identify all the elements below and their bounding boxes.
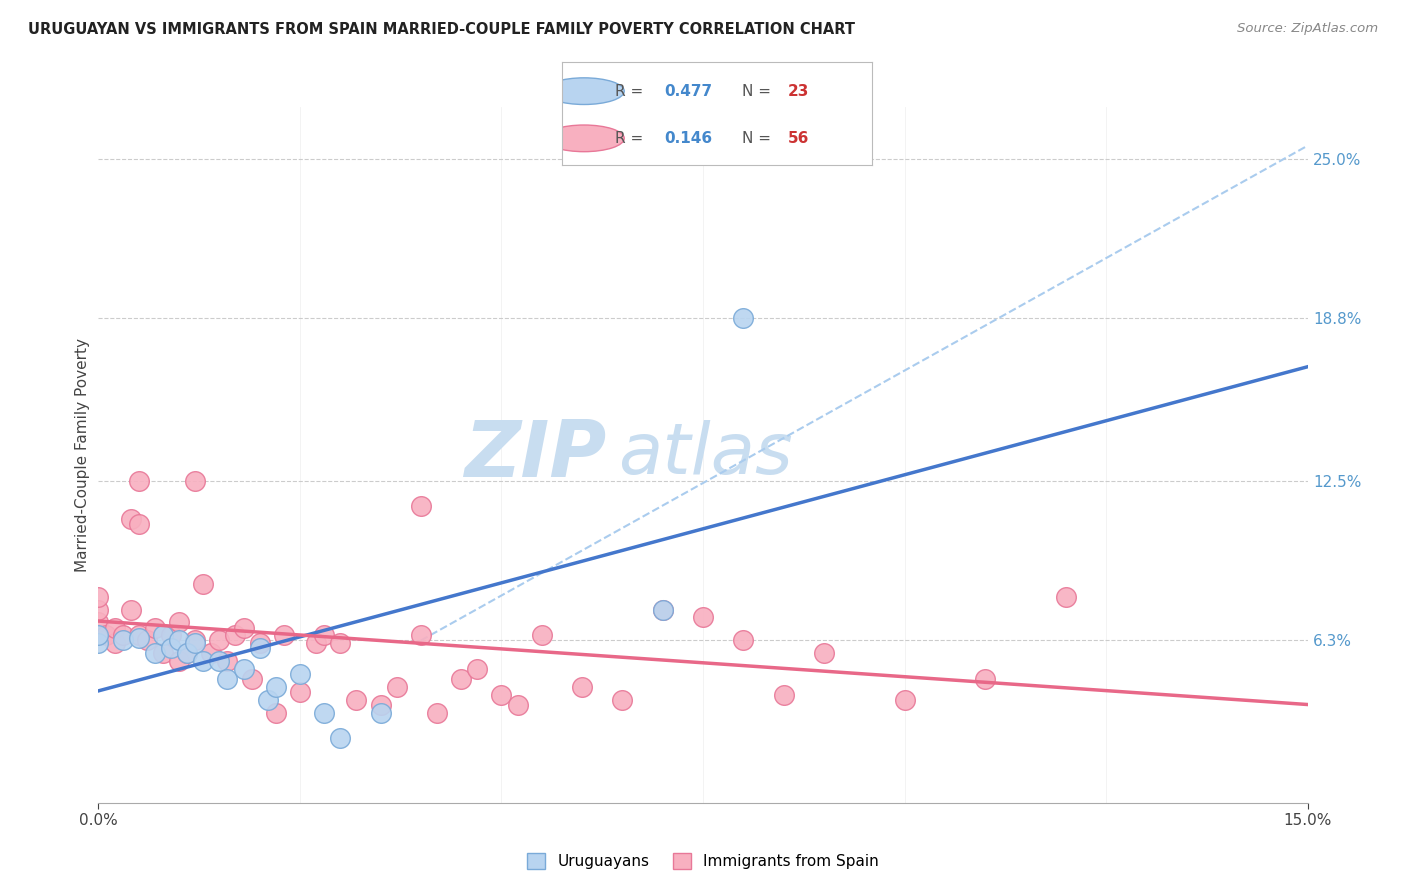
Point (217, 672, 239, 686)
Point (103, 621, 125, 635)
Point (120, 512, 142, 526)
Point (167, 654, 190, 668)
Point (87, 628, 110, 642)
Point (772, 688, 794, 702)
Point (733, 633, 755, 648)
Point (224, 628, 246, 642)
Point (465, 662, 488, 676)
Point (184, 474, 207, 488)
Point (813, 646, 835, 660)
Point (288, 667, 311, 681)
Point (87, 590, 110, 604)
Point (426, 706, 449, 720)
Point (217, 654, 239, 668)
Point (232, 662, 254, 676)
Point (167, 633, 190, 648)
Point (232, 621, 254, 635)
Point (160, 628, 183, 642)
Circle shape (544, 78, 624, 104)
Point (314, 706, 336, 720)
Point (288, 685, 311, 699)
Point (184, 633, 207, 648)
Text: ZIP: ZIP (464, 417, 606, 493)
Point (135, 633, 157, 648)
Text: 0.146: 0.146 (665, 131, 713, 146)
Point (152, 646, 174, 660)
Point (193, 576, 215, 591)
Point (128, 517, 150, 532)
Point (176, 646, 198, 660)
Text: R =: R = (614, 84, 648, 99)
Point (152, 628, 174, 642)
Point (385, 680, 408, 694)
Point (249, 636, 271, 650)
Point (329, 636, 352, 650)
Point (1054, 590, 1077, 604)
Point (651, 602, 673, 616)
Point (184, 636, 207, 650)
Point (571, 680, 593, 694)
Text: URUGUAYAN VS IMMIGRANTS FROM SPAIN MARRIED-COUPLE FAMILY POVERTY CORRELATION CHA: URUGUAYAN VS IMMIGRANTS FROM SPAIN MARRI… (28, 22, 855, 37)
Point (329, 731, 352, 746)
Point (208, 654, 231, 668)
Point (344, 692, 367, 706)
Text: R =: R = (614, 131, 648, 146)
Point (264, 706, 287, 720)
Point (409, 628, 432, 642)
Point (87, 602, 110, 616)
Point (506, 698, 529, 712)
Point (305, 636, 328, 650)
Point (450, 672, 472, 686)
Text: Source: ZipAtlas.com: Source: ZipAtlas.com (1237, 22, 1378, 36)
Point (167, 615, 190, 630)
Point (612, 692, 634, 706)
Text: atlas: atlas (619, 420, 793, 490)
Point (370, 706, 392, 720)
Text: 23: 23 (789, 84, 810, 99)
Point (200, 646, 222, 660)
Point (103, 636, 125, 650)
Text: 0.477: 0.477 (665, 84, 713, 99)
Point (893, 692, 915, 706)
Point (240, 672, 263, 686)
Legend: Uruguayans, Immigrants from Spain: Uruguayans, Immigrants from Spain (522, 847, 884, 875)
Point (128, 628, 150, 642)
Point (208, 633, 231, 648)
Point (143, 646, 166, 660)
Point (733, 311, 755, 326)
Point (692, 610, 714, 624)
Point (409, 500, 432, 514)
Point (111, 628, 134, 642)
Y-axis label: Married-Couple Family Poverty: Married-Couple Family Poverty (75, 338, 90, 572)
Point (176, 646, 198, 660)
Point (530, 628, 553, 642)
Point (651, 602, 673, 616)
Point (143, 621, 166, 635)
Text: N =: N = (742, 131, 776, 146)
Point (120, 602, 142, 616)
Point (128, 631, 150, 645)
Point (87, 615, 110, 630)
Point (974, 672, 997, 686)
Point (87, 636, 110, 650)
Point (370, 698, 392, 712)
Point (273, 628, 295, 642)
Point (491, 688, 513, 702)
Point (111, 633, 134, 648)
Point (249, 641, 271, 656)
Point (314, 628, 336, 642)
Point (264, 680, 287, 694)
Text: N =: N = (742, 84, 776, 99)
Point (160, 641, 183, 656)
Point (256, 692, 278, 706)
Text: 56: 56 (789, 131, 810, 146)
Circle shape (544, 125, 624, 152)
Point (193, 654, 215, 668)
Point (128, 474, 150, 488)
Point (96, 628, 118, 642)
